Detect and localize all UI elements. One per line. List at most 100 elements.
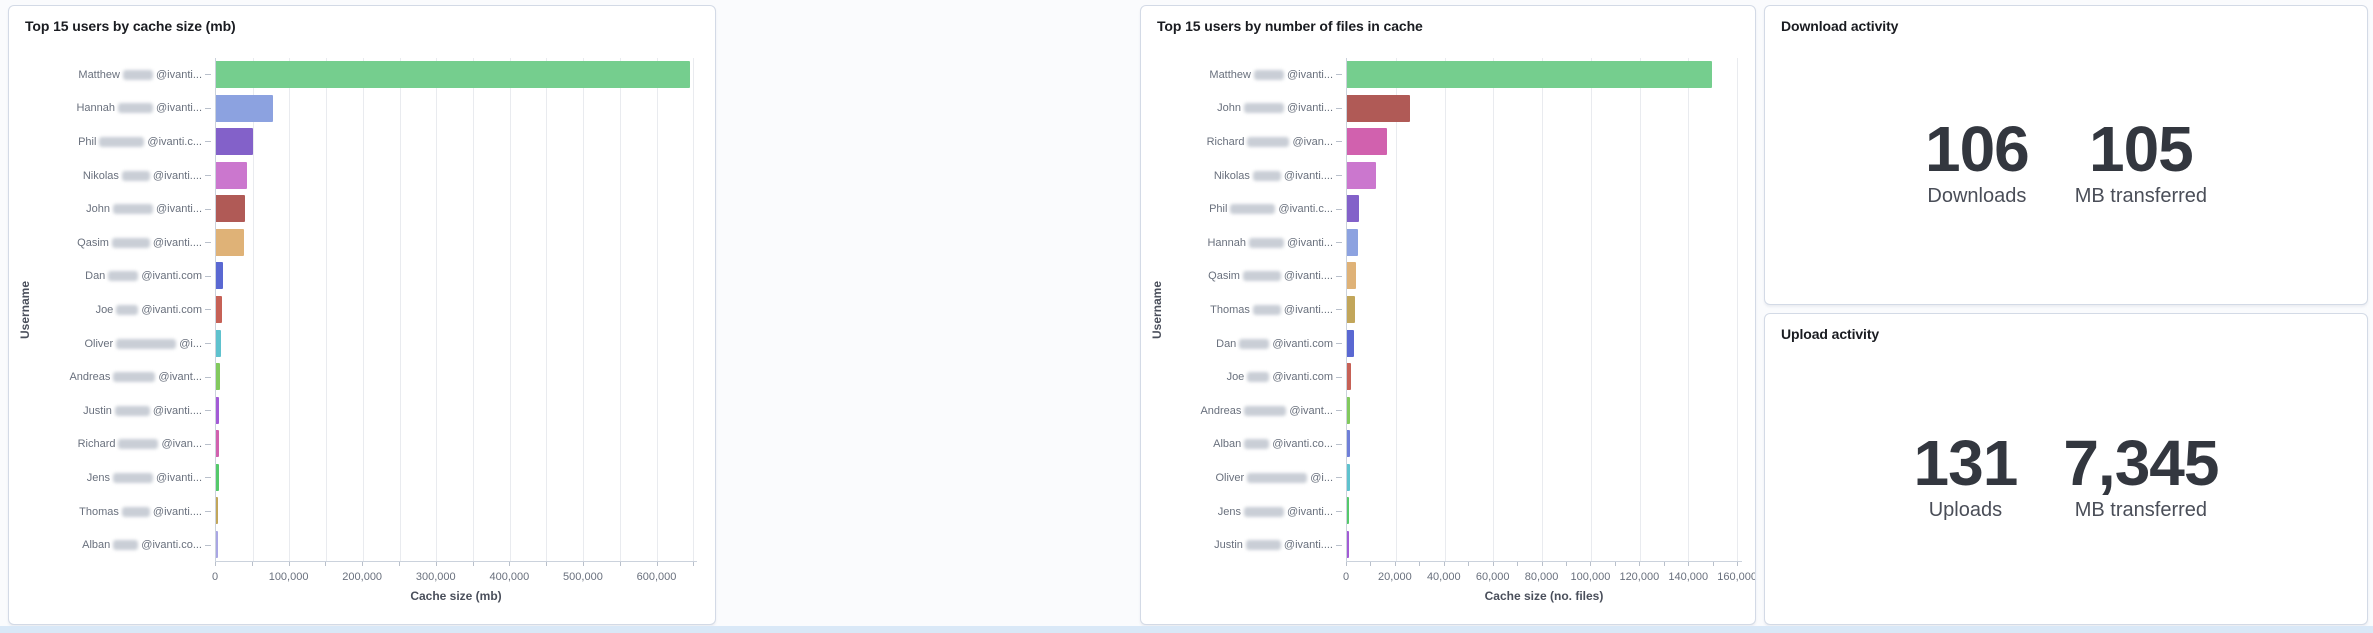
bar-jens[interactable] <box>1347 497 1350 525</box>
bar-justin[interactable] <box>216 396 220 424</box>
redacted-text <box>1252 170 1281 181</box>
x-tick-label: 40,000 <box>1426 571 1461 583</box>
metric-downloads: 106 Downloads <box>1925 115 2030 208</box>
gridline <box>473 58 475 561</box>
bar-nikolas[interactable] <box>1347 161 1376 189</box>
bar-hannah[interactable] <box>1347 228 1358 256</box>
redacted-text <box>1243 506 1284 517</box>
bar-andreas[interactable] <box>1347 396 1351 424</box>
panel-title: Top 15 users by number of files in cache <box>1157 18 1423 34</box>
y-tick <box>1336 208 1342 210</box>
bar-oliver[interactable] <box>1347 463 1350 491</box>
gridline <box>436 58 438 561</box>
y-category-label: Alban @ivanti.co... <box>1213 438 1333 450</box>
bar-richard[interactable] <box>216 430 219 458</box>
bar-qasim[interactable] <box>216 228 245 256</box>
redacted-text <box>112 472 153 483</box>
y-tick <box>1336 511 1342 513</box>
x-tick-mark <box>1737 562 1739 566</box>
y-tick <box>1336 175 1342 177</box>
metric-uploads: 131 Uploads <box>1914 429 2019 522</box>
label-suffix: @ivanti.... <box>1283 270 1333 283</box>
y-category-label: Joe @ivanti.com <box>1227 371 1333 383</box>
y-category-label: Thomas @ivanti.... <box>1210 304 1333 316</box>
y-tick <box>205 477 211 479</box>
bar-nikolas[interactable] <box>216 161 247 189</box>
bar-dan[interactable] <box>216 262 223 290</box>
bar-rows <box>1347 58 1742 561</box>
redacted-text <box>111 237 150 248</box>
bar-phil[interactable] <box>216 128 254 156</box>
redacted-text <box>116 338 177 349</box>
bar-richard[interactable] <box>1347 128 1388 156</box>
y-tick <box>205 175 211 177</box>
y-tick <box>205 107 211 109</box>
bar-oliver[interactable] <box>216 329 221 357</box>
x-tick-label: 80,000 <box>1524 571 1559 583</box>
y-tick <box>205 74 211 76</box>
y-category-row: Nikolas @ivanti.... <box>9 159 211 193</box>
bar-qasim[interactable] <box>1347 262 1357 290</box>
bar-joe[interactable] <box>1347 363 1352 391</box>
gridline <box>693 58 695 561</box>
redacted-text <box>1253 69 1284 80</box>
x-tick-mark <box>1346 562 1347 566</box>
bar-thomas[interactable] <box>216 497 219 525</box>
bar-matthew[interactable] <box>1347 61 1712 89</box>
plot-area <box>1346 58 1742 562</box>
bar-andreas[interactable] <box>216 363 220 391</box>
bar-alban[interactable] <box>1347 430 1351 458</box>
redacted-text <box>1247 372 1270 383</box>
gridline <box>509 58 511 561</box>
redacted-text <box>112 204 153 215</box>
bar-dan[interactable] <box>1347 329 1355 357</box>
label-prefix: Joe <box>1226 371 1245 384</box>
redacted-text <box>113 540 139 551</box>
panel-upload-activity: Upload activity 131 Uploads 7,345 MB tra… <box>1764 313 2368 625</box>
bar-row <box>216 92 697 126</box>
y-tick <box>1336 74 1342 76</box>
gridline <box>1590 58 1592 561</box>
y-tick <box>205 443 211 445</box>
x-tick-mark <box>509 562 511 566</box>
bar-joe[interactable] <box>216 295 222 323</box>
x-tick-label: 500,000 <box>563 571 603 583</box>
gridline <box>583 58 585 561</box>
x-axis-title: Cache size (no. files) <box>1484 589 1604 603</box>
x-tick-mark <box>1566 562 1567 566</box>
x-tick-mark <box>656 562 658 566</box>
bar-john[interactable] <box>1347 94 1411 122</box>
redacted-text <box>108 271 139 282</box>
x-tick-mark <box>1394 562 1396 566</box>
y-tick <box>205 309 211 311</box>
bar-thomas[interactable] <box>1347 295 1355 323</box>
bar-row <box>1347 159 1742 193</box>
y-tick <box>1336 443 1342 445</box>
x-tick-mark <box>398 562 400 566</box>
label-suffix: @ivanti.... <box>152 169 202 182</box>
gridline <box>619 58 621 561</box>
bar-row <box>1347 360 1742 394</box>
y-category-label: Richard @ivan... <box>1207 136 1333 148</box>
plot-area <box>215 58 697 562</box>
label-prefix: Oliver <box>84 337 114 350</box>
x-tick-mark <box>1468 562 1470 566</box>
x-tick-mark <box>362 562 364 566</box>
x-tick-mark <box>1663 562 1665 566</box>
bar-alban[interactable] <box>216 530 218 558</box>
x-tick-label: 400,000 <box>489 571 530 583</box>
y-category-row: Oliver @i... <box>1141 461 1342 495</box>
label-suffix: @ivanti.... <box>1283 169 1333 182</box>
bar-john[interactable] <box>216 195 245 223</box>
x-tick-label: 0 <box>1342 571 1350 583</box>
label-prefix: Nikolas <box>82 169 119 182</box>
bar-matthew[interactable] <box>216 61 690 89</box>
bar-hannah[interactable] <box>216 94 273 122</box>
bar-justin[interactable] <box>1347 530 1349 558</box>
label-suffix: @ivanti... <box>1286 102 1333 115</box>
bar-jens[interactable] <box>216 463 219 491</box>
bar-row <box>1347 125 1742 159</box>
gridline <box>1542 58 1544 561</box>
gridline <box>1688 58 1690 561</box>
bar-phil[interactable] <box>1347 195 1360 223</box>
